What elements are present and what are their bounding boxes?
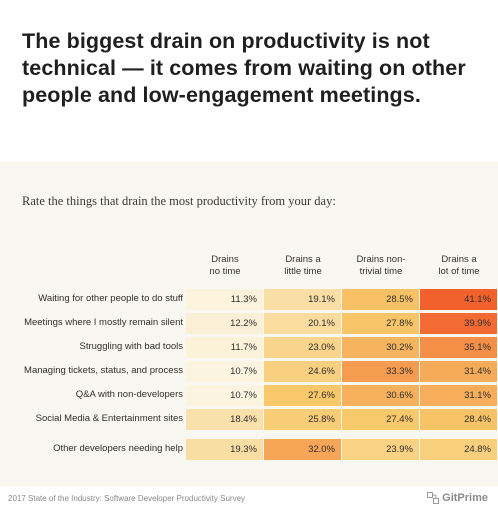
row-label: Social Media & Entertainment sites <box>35 413 183 424</box>
headline-line-2: technical — it comes from waiting on oth… <box>22 56 466 80</box>
heatmap-cell: 41.1% <box>420 289 497 310</box>
column-header-line-1: Drains a <box>285 254 321 265</box>
heatmap-cell: 31.4% <box>420 361 497 382</box>
column-header-line-2: no time <box>209 266 241 277</box>
row-label: Meetings where I mostly remain silent <box>24 317 183 328</box>
column-header-line-1: Drains <box>211 254 239 265</box>
heatmap-cell: 28.4% <box>420 409 497 430</box>
heatmap-cell: 18.4% <box>186 409 263 430</box>
heatmap-cell: 24.6% <box>264 361 341 382</box>
heatmap-cell: 10.7% <box>186 361 263 382</box>
column-header-line-1: Drains non- <box>356 254 406 265</box>
heatmap-cell: 30.6% <box>342 385 419 406</box>
heatmap-cell: 11.7% <box>186 337 263 358</box>
heatmap-cell: 25.8% <box>264 409 341 430</box>
column-header-line-1: Drains a <box>441 254 477 265</box>
column-header: Drains non-trivial time <box>342 254 420 278</box>
heatmap-cell: 27.4% <box>342 409 419 430</box>
heatmap-cell: 19.3% <box>186 439 263 460</box>
headline-line-3: people and low-engagement meetings. <box>22 83 421 107</box>
headline: The biggest drain on productivity is not… <box>22 28 482 109</box>
column-header-line-2: lot of time <box>438 266 480 277</box>
heatmap-cell: 24.8% <box>420 439 497 460</box>
column-header: Drains no time <box>186 254 264 278</box>
headline-line-1: The biggest drain on productivity is not <box>22 29 430 53</box>
column-header: Drains a little time <box>264 254 342 278</box>
heatmap-cell: 23.9% <box>342 439 419 460</box>
row-label: Waiting for other people to do stuff <box>38 293 183 304</box>
heatmap-cell: 12.2% <box>186 313 263 334</box>
row-label: Q&A with non-developers <box>75 389 183 400</box>
heatmap-cell: 39.9% <box>420 313 497 334</box>
row-label: Other developers needing help <box>53 443 183 454</box>
brand-logo: GitPrime <box>427 492 488 504</box>
heatmap-cell: 33.3% <box>342 361 419 382</box>
heatmap-cell: 19.1% <box>264 289 341 310</box>
heatmap-cell: 10.7% <box>186 385 263 406</box>
heatmap-cell: 31.1% <box>420 385 497 406</box>
survey-question: Rate the things that drain the most prod… <box>22 194 336 208</box>
heatmap-cell: 28.5% <box>342 289 419 310</box>
heatmap-cell: 23.0% <box>264 337 341 358</box>
column-header-line-2: trivial time <box>359 266 403 277</box>
column-header: Drains a lot of time <box>420 254 498 278</box>
heatmap-cell: 30.2% <box>342 337 419 358</box>
heatmap-cell: 11.3% <box>186 289 263 310</box>
heatmap-cell: 27.6% <box>264 385 341 406</box>
heatmap-cell: 32.0% <box>264 439 341 460</box>
gitprime-logo-icon <box>427 492 440 504</box>
heatmap-cell: 27.8% <box>342 313 419 334</box>
footer-source: 2017 State of the Industry: Software Dev… <box>8 494 246 503</box>
brand-name: GitPrime <box>442 492 488 504</box>
row-label: Struggling with bad tools <box>79 341 183 352</box>
heatmap-cell: 35.1% <box>420 337 497 358</box>
column-header-line-2: little time <box>284 266 322 277</box>
row-label: Managing tickets, status, and process <box>24 365 183 376</box>
heatmap-cell: 20.1% <box>264 313 341 334</box>
